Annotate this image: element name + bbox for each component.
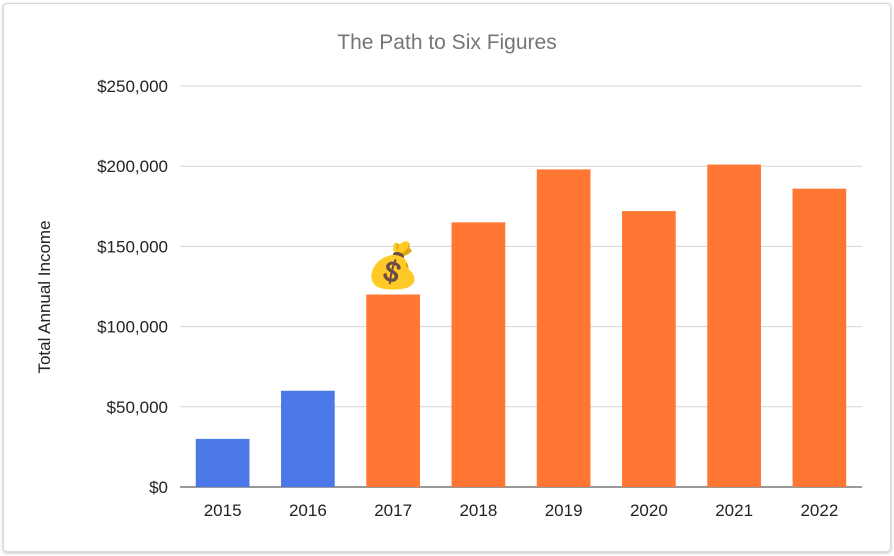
- x-tick-label: 2017: [374, 501, 412, 520]
- bar-2019: [536, 169, 591, 487]
- bar-2017: [366, 294, 420, 487]
- bar-2015: [195, 438, 250, 487]
- money-bag-icon: 💰: [366, 241, 421, 292]
- y-tick-label: $250,000: [97, 77, 168, 96]
- bar-2018: [451, 222, 506, 487]
- bar-2016: [281, 390, 335, 487]
- x-tick-label: 2022: [800, 501, 838, 520]
- x-tick-label: 2019: [545, 501, 583, 520]
- x-tick-label: 2020: [630, 501, 668, 520]
- y-axis-label: Total Annual Income: [35, 220, 54, 373]
- y-axis-ticks: $0 $50,000 $100,000 $150,000 $200,000 $250,00…: [97, 77, 168, 497]
- chart-title: The Path to Six Figures: [337, 31, 556, 54]
- bars: [195, 164, 847, 487]
- annotations: 💰: [366, 241, 421, 292]
- x-axis-ticks: 2015 2016 2017 2018 2019 2020 2021 2022: [204, 501, 839, 520]
- y-tick-label: $200,000: [97, 157, 168, 176]
- x-tick-label: 2018: [459, 501, 497, 520]
- x-tick-label: 2015: [204, 501, 242, 520]
- y-tick-label: $50,000: [107, 398, 168, 417]
- bar-2021: [707, 164, 761, 487]
- bar-2022: [792, 188, 847, 487]
- y-tick-label: $0: [149, 478, 168, 497]
- x-tick-label: 2016: [289, 501, 327, 520]
- bar-2020: [622, 211, 676, 487]
- y-tick-label: $150,000: [97, 237, 168, 256]
- y-tick-label: $100,000: [97, 318, 168, 337]
- x-tick-label: 2021: [715, 501, 753, 520]
